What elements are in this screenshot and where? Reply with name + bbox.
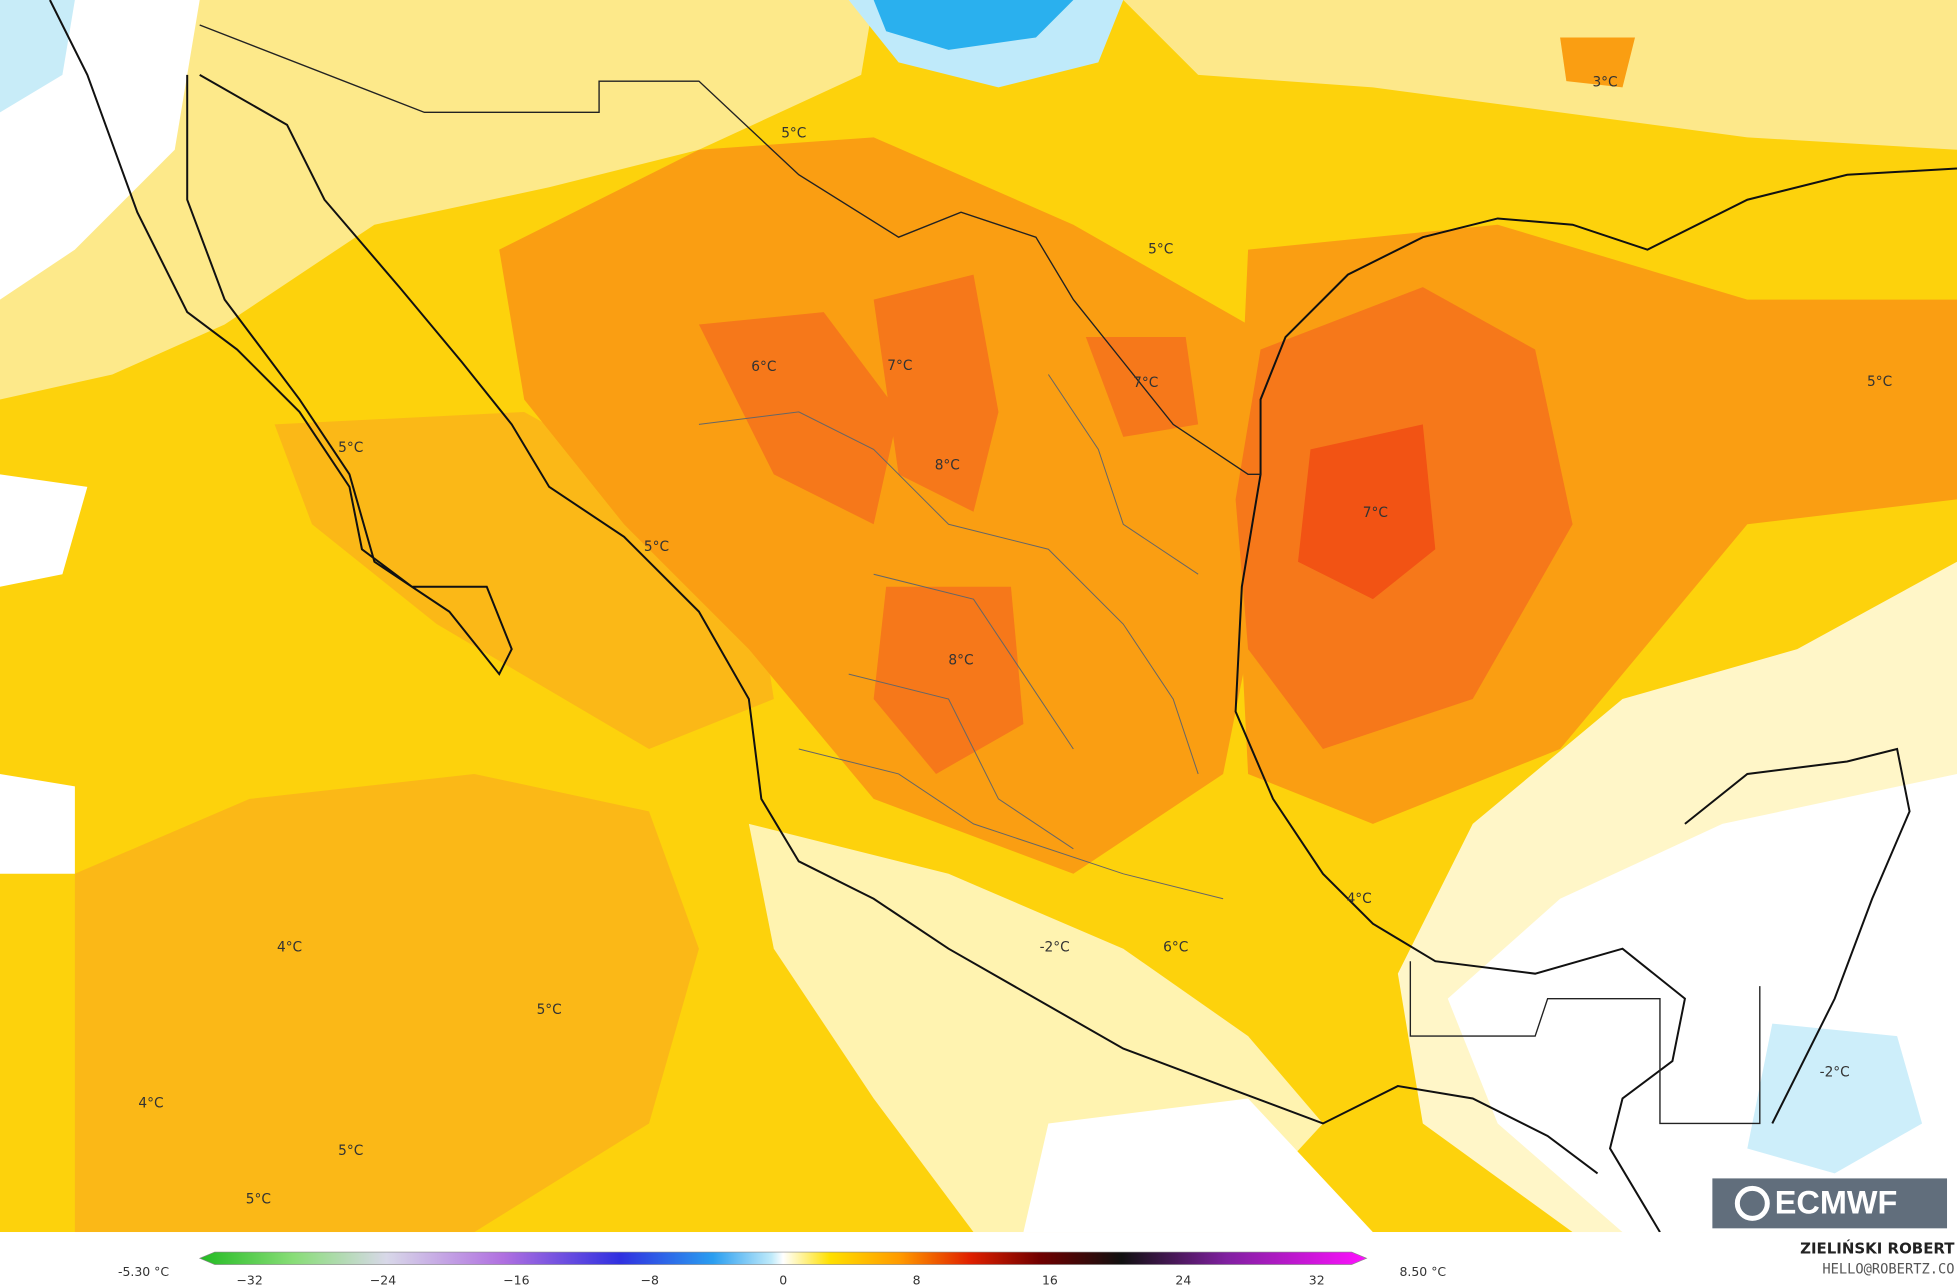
map-label: 7°C [1363, 505, 1388, 521]
colorbar-tick-label: −8 [641, 1273, 659, 1287]
map-label: -2°C [1820, 1064, 1850, 1080]
gulf-coast [1234, 167, 1957, 1233]
map-label: 5°C [338, 1143, 363, 1159]
yucatan-coast [1684, 747, 1911, 1124]
colorbar [198, 1251, 1368, 1265]
map-label: 6°C [751, 359, 776, 375]
map-label: 5°C [1867, 374, 1892, 390]
map-labels: 3°C 5°C 5°C 6°C 7°C 7°C 5°C 5°C 8°C 7°C … [138, 74, 1892, 1207]
coastlines [49, 0, 1957, 1233]
map-label: -2°C [1040, 939, 1070, 955]
colorbar-tick-label: −24 [370, 1273, 396, 1287]
colorbar-tick-label: 8 [913, 1273, 921, 1287]
map-label: 5°C [537, 1002, 562, 1018]
baja-coast [49, 0, 513, 676]
author: ZIELIŃSKI ROBERT [1800, 1238, 1955, 1257]
map-label: 7°C [887, 358, 912, 374]
temperature-field [0, 0, 1957, 1233]
logo: ECMWF [1712, 1178, 1948, 1229]
colorbar-tick-label: 16 [1042, 1273, 1058, 1287]
central-america-border [1409, 961, 1761, 1125]
map-label: 5°C [781, 126, 806, 142]
map-label: 8°C [935, 458, 960, 474]
colorbar-tick-label: 24 [1175, 1273, 1191, 1287]
max-label: 8.50 °C [1399, 1264, 1446, 1279]
colorbar-ticks: −32 −24 −16 −8 0 8 16 24 32 [236, 1273, 1324, 1287]
min-label: -5.30 °C [118, 1264, 169, 1279]
map-label: 5°C [1148, 242, 1173, 258]
map-label: 4°C [138, 1095, 163, 1111]
map-label: 5°C [338, 440, 363, 456]
us-border [199, 24, 1261, 476]
colorbar-tick-label: 32 [1309, 1273, 1325, 1287]
map-label: 3°C [1592, 74, 1617, 90]
map-label: 4°C [277, 939, 302, 955]
map-label: 5°C [246, 1192, 271, 1208]
map-label: 6°C [1163, 939, 1188, 955]
map-label: 7°C [1133, 375, 1158, 391]
footer: -5.30 °C 8.50 °C −32 −24 −16 −8 0 8 16 24 32 ZIE… [0, 1232, 1957, 1287]
map-label: 4°C [1347, 891, 1372, 907]
colorbar-tick-label: −32 [236, 1273, 262, 1287]
colorbar-tick-label: −16 [503, 1273, 529, 1287]
map-label: 5°C [644, 539, 669, 555]
state-borders [698, 374, 1224, 900]
contact: HELLO@ROBERTZ.CO [1822, 1261, 1954, 1277]
logo-text: ECMWF [1775, 1184, 1898, 1220]
pacific-coast [199, 74, 1599, 1175]
colorbar-tick-label: 0 [779, 1273, 787, 1287]
map-label: 8°C [948, 652, 973, 668]
